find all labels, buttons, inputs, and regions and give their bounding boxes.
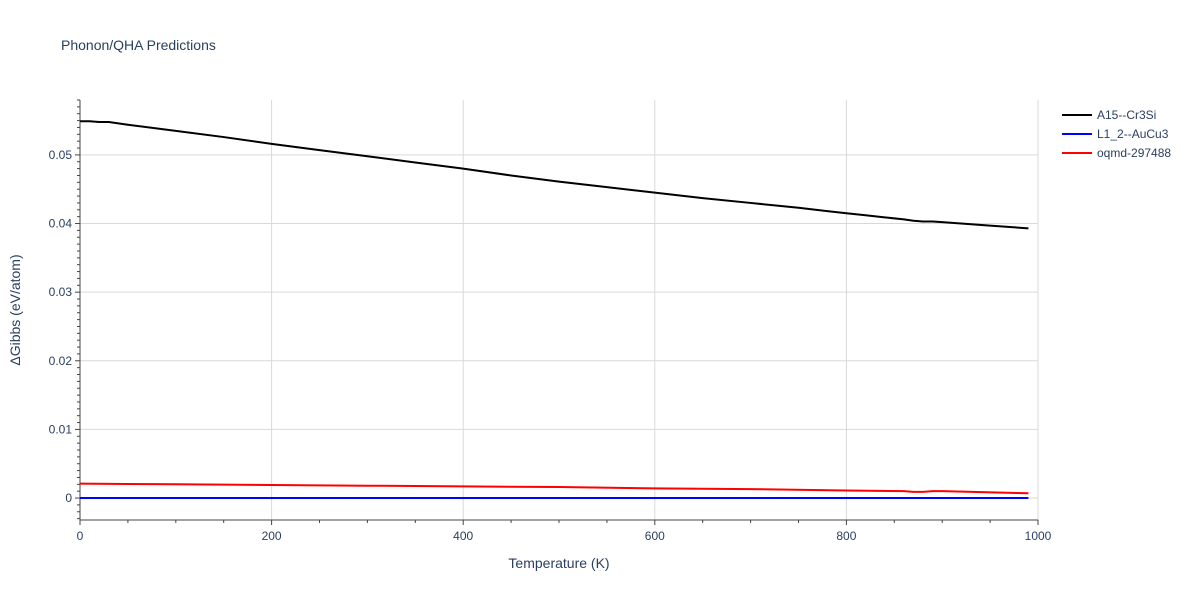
legend-item[interactable]: oqmd-297488 bbox=[1062, 146, 1171, 160]
y-tick-label: 0.05 bbox=[49, 148, 73, 162]
legend-label: L1_2--AuCu3 bbox=[1097, 127, 1169, 141]
y-tick-label: 0.01 bbox=[49, 422, 73, 436]
y-axis-title: ΔGibbs (eV/atom) bbox=[7, 254, 23, 365]
legend-label: oqmd-297488 bbox=[1097, 146, 1171, 160]
y-tick-label: 0.03 bbox=[49, 285, 73, 299]
gridlines bbox=[80, 100, 1039, 520]
series-line-oqmd-297488 bbox=[79, 482, 1029, 495]
x-tick-label: 800 bbox=[836, 529, 856, 543]
y-tick-label: 0.04 bbox=[49, 217, 73, 231]
x-tick-label: 1000 bbox=[1025, 529, 1052, 543]
x-tick-label: 600 bbox=[645, 529, 665, 543]
legend[interactable]: A15--Cr3Si L1_2--AuCu3 oqmd-297488 bbox=[1062, 108, 1171, 160]
y-tick-label: 0 bbox=[65, 491, 72, 505]
series-lines bbox=[79, 120, 1029, 500]
y-tick-label: 0.02 bbox=[49, 354, 73, 368]
series-line-A15--Cr3Si bbox=[80, 120, 1029, 230]
chart-title: Phonon/QHA Predictions bbox=[61, 37, 216, 53]
x-tick-label: 0 bbox=[77, 529, 84, 543]
axes: 0 200 400 600 800 1000 0 0.01 0.02 0.03 0.04 0.05 bbox=[49, 99, 1052, 543]
legend-item[interactable]: L1_2--AuCu3 bbox=[1062, 127, 1169, 141]
x-tick-label: 200 bbox=[262, 529, 282, 543]
x-tick-label: 400 bbox=[453, 529, 473, 543]
x-axis-title: Temperature (K) bbox=[508, 555, 609, 571]
legend-item[interactable]: A15--Cr3Si bbox=[1062, 108, 1156, 122]
legend-label: A15--Cr3Si bbox=[1097, 108, 1156, 122]
